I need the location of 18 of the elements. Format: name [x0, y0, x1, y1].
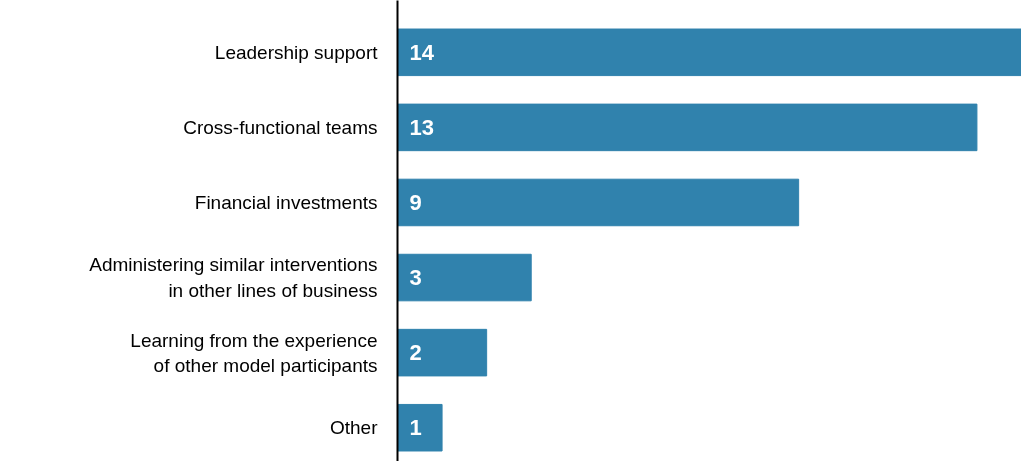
y-tick-label: Cross-functional teams — [183, 116, 378, 138]
data-label: 1 — [409, 415, 422, 441]
bar — [397, 403, 443, 452]
bar — [397, 328, 488, 377]
bar — [397, 253, 532, 302]
y-tick-label: Leadership support — [214, 41, 379, 63]
data-label: 13 — [409, 114, 434, 140]
y-tick-label: Other — [329, 417, 379, 439]
y-tick-label: Learning from the experience of other model participants — [130, 329, 378, 376]
data-label: 14 — [409, 39, 435, 65]
bar — [397, 103, 978, 152]
data-label: 9 — [409, 189, 422, 215]
y-tick-label: Administering similar interventions in other lines of business — [89, 254, 378, 301]
bar — [397, 28, 1021, 77]
bar — [397, 178, 800, 227]
data-label: 2 — [409, 340, 422, 366]
y-tick-label: Financial investments — [194, 191, 378, 213]
data-label: 3 — [409, 265, 422, 291]
